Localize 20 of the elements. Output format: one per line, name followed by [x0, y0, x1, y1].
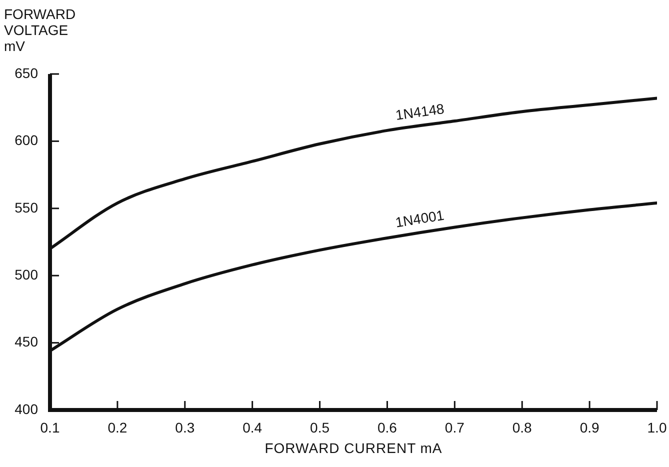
y-tick-label: 400	[14, 400, 38, 417]
x-tick-label: 0.5	[310, 419, 330, 436]
text: 1N4148	[394, 100, 446, 123]
x-tick-label: 0.6	[377, 419, 398, 436]
x-tick-label: 0.2	[108, 419, 128, 436]
x-tick-label: 0.1	[40, 419, 60, 436]
y-tick-label: 650	[14, 64, 38, 81]
y-tick-label: 450	[14, 334, 38, 350]
x-tick-label: 0.4	[242, 419, 262, 436]
x-tick-label: 0.9	[580, 419, 600, 436]
x-axis-title: FORWARD CURRENT mA	[264, 440, 444, 456]
y-axis-title: FORWARD VOLTAGE mV	[4, 6, 77, 54]
text: 1N4001	[394, 206, 446, 230]
y-tick-label: 500	[14, 266, 38, 282]
x-tick-label: 0.3	[175, 419, 195, 436]
y-tick-label: 600	[14, 132, 38, 148]
x-tick-label: 1.0	[647, 419, 667, 436]
x-tick-label: 0.8	[512, 419, 532, 436]
y-tick-label: 550	[14, 199, 38, 216]
x-tick-label: 0.7	[444, 419, 465, 436]
